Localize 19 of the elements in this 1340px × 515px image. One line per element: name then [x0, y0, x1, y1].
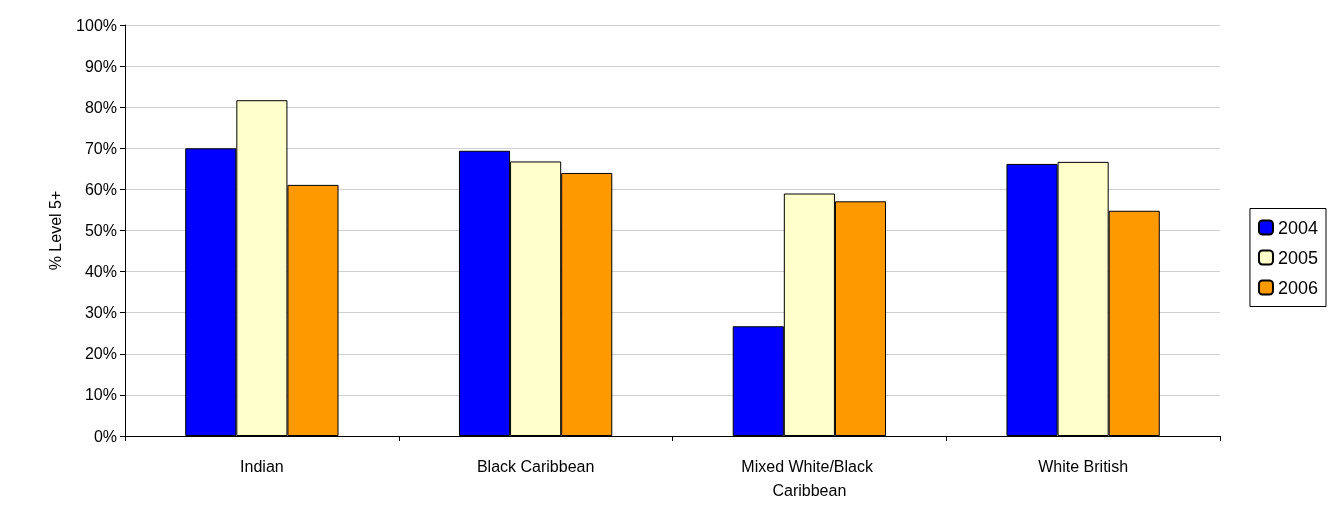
y-tick-label: 30% — [84, 304, 117, 322]
y-tick-label: 70% — [84, 139, 117, 157]
y-tick-label: 0% — [93, 427, 117, 445]
legend-label: 2005 — [1277, 247, 1318, 268]
y-tick-label: 100% — [76, 16, 117, 34]
y-tick-label: 90% — [84, 57, 117, 75]
y-tick-label: 10% — [84, 386, 117, 404]
y-tick-label: 80% — [84, 98, 117, 116]
y-tick-label: 20% — [84, 345, 117, 363]
y-tick-label: 40% — [84, 263, 117, 281]
legend-label: 2004 — [1277, 217, 1318, 238]
x-tick-label: White British — [1038, 457, 1129, 475]
x-tick-label: Black Caribbean — [476, 457, 595, 475]
y-axis-title: % Level 5+ — [46, 190, 64, 271]
y-tick-label: 50% — [84, 222, 117, 239]
legend-label: 2006 — [1277, 277, 1318, 298]
x-tick-label: Mixed White/Black Caribbean — [741, 457, 878, 499]
y-tick-label: 60% — [84, 180, 117, 198]
x-tick-label: Indian — [240, 457, 284, 475]
